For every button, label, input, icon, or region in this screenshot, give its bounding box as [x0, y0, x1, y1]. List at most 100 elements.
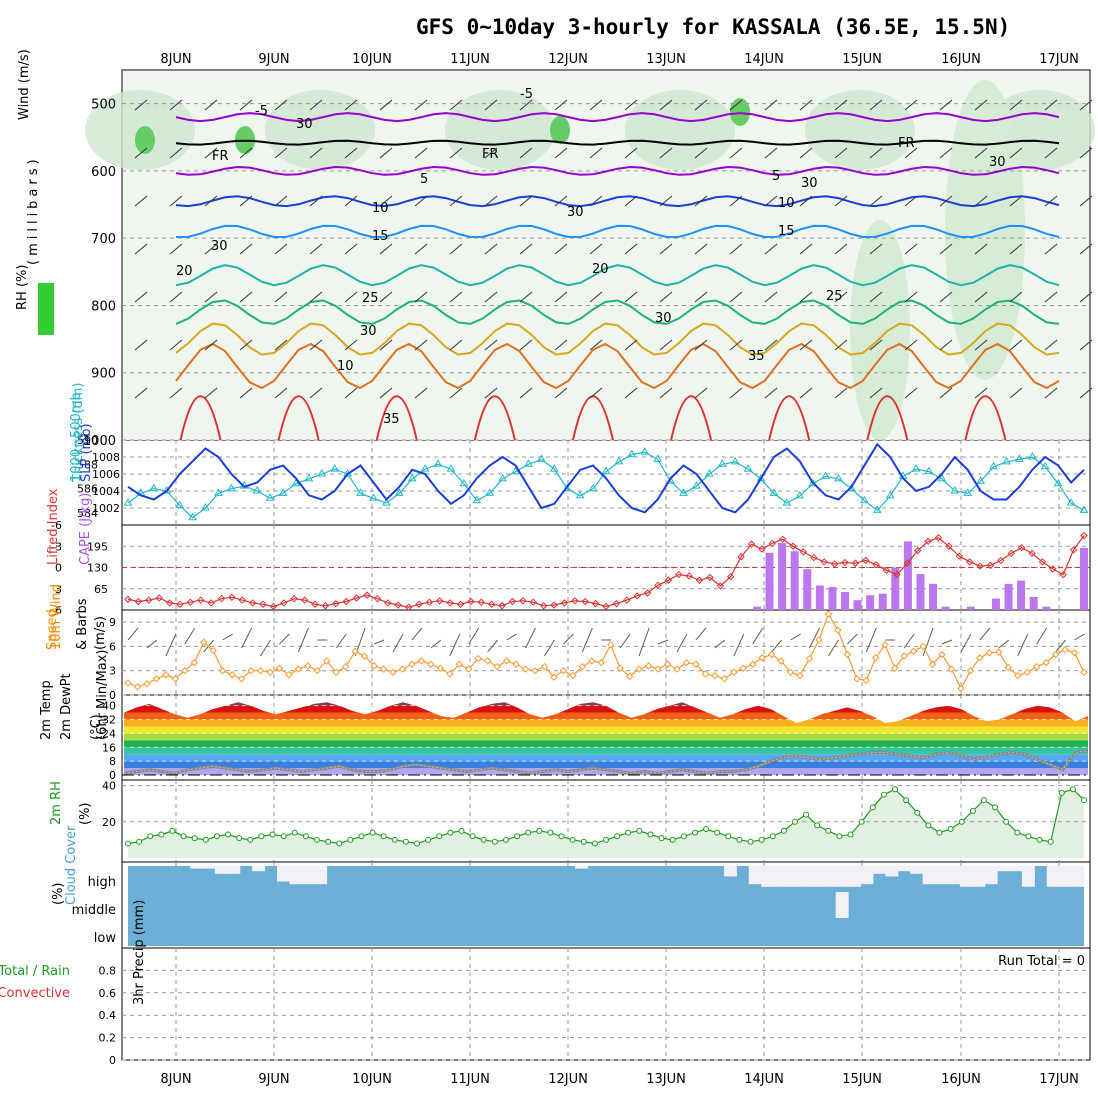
cape-tick: 130: [87, 562, 108, 575]
surface-wind-barb: [752, 627, 764, 645]
top-day-label: 12JUN: [548, 52, 588, 67]
wind-speed-point: [720, 675, 729, 683]
rh-point: [1069, 786, 1076, 793]
wind-barb: [414, 339, 428, 351]
temp-band: [124, 768, 1088, 775]
bottom-day-label: 12JUN: [548, 1072, 588, 1087]
surface-wind-barb: [392, 633, 404, 653]
thickness-point: [976, 476, 986, 484]
wind-barb: [939, 291, 953, 303]
surface-wind-barb: [619, 633, 631, 649]
contour-label: 10: [372, 201, 389, 216]
rh-point: [502, 836, 509, 843]
pressure-tick: 1000: [83, 434, 116, 449]
rh-point: [714, 829, 721, 836]
thickness-point: [1053, 478, 1063, 487]
precip-tick: 0.2: [99, 1032, 117, 1045]
lifted-index-point: [290, 594, 298, 603]
surface-wind-barb: [222, 633, 233, 641]
wind-barb: [589, 387, 603, 399]
cape-bar: [878, 593, 887, 610]
lifted-index-point: [830, 560, 839, 568]
rh-point: [425, 836, 432, 843]
lifted-index-point: [664, 576, 673, 584]
lifted-index-point: [456, 600, 465, 609]
lifted-index-point: [799, 548, 808, 556]
rh-point: [936, 829, 943, 836]
wind-barb: [869, 195, 883, 207]
thickness-point: [692, 481, 701, 489]
lifted-index-point: [934, 534, 943, 542]
wind-barb: [274, 147, 288, 159]
lifted-index-point: [768, 539, 776, 548]
wind-barb: [974, 387, 988, 399]
wind-speed-point: [625, 672, 634, 681]
rh-point: [803, 811, 810, 818]
contour-label: 25: [362, 291, 379, 306]
cloud-high-gap: [786, 866, 799, 887]
wind-barb: [904, 147, 918, 159]
cloud-high-gap: [773, 866, 787, 887]
wind-speed-point: [663, 660, 672, 668]
cloud-high-gap: [761, 866, 775, 887]
wind-barb: [1079, 339, 1093, 351]
wind-barb: [694, 243, 708, 255]
rh-point: [691, 829, 698, 836]
surface-wind-barb: [865, 627, 877, 653]
panel-frame-8: [121, 947, 1091, 1061]
wind-speed-point: [616, 664, 624, 672]
top-day-label: 8JUN: [160, 52, 191, 67]
rh-blob: [805, 90, 915, 170]
wind-speed-point: [493, 662, 501, 671]
contour-label: FR: [898, 136, 915, 151]
wind-barb: [1009, 147, 1023, 159]
wind-barb: [799, 339, 813, 351]
rh-point: [236, 835, 243, 842]
rh-point: [858, 818, 865, 825]
wind-speed-point: [313, 667, 322, 675]
thickness-point: [446, 464, 456, 472]
lifted-index-point: [342, 597, 350, 606]
rh-area: [128, 789, 1084, 858]
wind-barb: [519, 339, 533, 351]
wind-speed-point: [597, 658, 605, 667]
surface-wind-barb: [165, 633, 177, 657]
rh-point: [969, 807, 976, 814]
hot-contour: [866, 395, 909, 441]
wind-barb: [239, 243, 253, 255]
lifted-index-point: [1038, 558, 1047, 566]
contour-label: 30: [801, 176, 818, 191]
rh-point: [558, 833, 565, 840]
wind-barb: [939, 147, 953, 159]
rh-axis-label: RH (%): [15, 265, 30, 310]
cloud-units-label: (%): [51, 883, 66, 906]
thickness-point: [265, 493, 275, 501]
wind-barb: [309, 291, 323, 303]
cloud-high-gap: [748, 866, 762, 885]
cape-bar: [803, 569, 812, 610]
wind-barb: [764, 339, 778, 351]
lifted-index-point: [1017, 543, 1026, 552]
rh-point: [480, 836, 487, 843]
temp-band: [124, 712, 1088, 720]
cape-bar: [815, 585, 824, 610]
wind-barb: [379, 291, 393, 303]
wind-barb: [274, 291, 288, 303]
wind-barb: [274, 387, 288, 399]
rh-blob: [445, 90, 555, 170]
cape-bar: [941, 606, 950, 610]
surface-wind-barb: [676, 633, 688, 653]
wind-barb: [694, 339, 708, 351]
cloud-high-gap: [910, 866, 924, 874]
wind-barb: [1079, 195, 1093, 207]
wind-barb: [414, 291, 428, 303]
thickness-point: [1015, 454, 1024, 462]
wind-barb: [449, 195, 463, 207]
pressure-tick: 500: [91, 98, 116, 113]
wind-speed-point: [152, 675, 161, 683]
bottom-day-label: 9JUN: [258, 1072, 289, 1087]
rh-point: [1081, 797, 1087, 804]
lifted-index-point: [550, 601, 558, 609]
lifted-index-point: [612, 599, 621, 608]
